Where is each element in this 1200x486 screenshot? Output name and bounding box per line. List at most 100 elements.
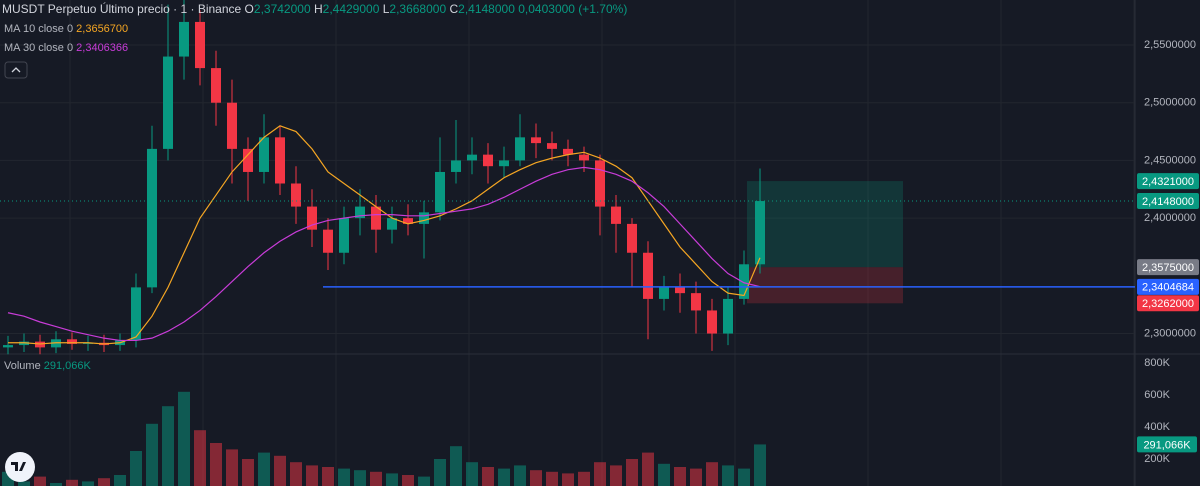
volume-bar: [754, 444, 766, 486]
candle-body: [371, 206, 381, 230]
logo[interactable]: [5, 452, 35, 482]
price-badge: [1137, 295, 1199, 312]
volume-bar: [290, 462, 302, 486]
candle-body: [323, 229, 333, 253]
logo-badge[interactable]: [5, 452, 35, 482]
price-badge-label: 2,3404684: [1142, 282, 1194, 294]
candle-body: [195, 21, 205, 69]
volume-bar: [658, 463, 670, 486]
volume-bar: [610, 465, 622, 486]
button-frame[interactable]: [4, 61, 28, 79]
price-badge: [1137, 259, 1199, 276]
candle-body: [3, 345, 13, 348]
candle-body: [563, 148, 573, 155]
candle-body: [611, 206, 621, 224]
ohlc-change: 0,0403000 (+1.70%): [518, 2, 627, 16]
volume-bar: [354, 470, 366, 486]
candle-body: [131, 287, 141, 341]
candle-body: [579, 154, 589, 161]
ohlc-value: 2,4148000: [458, 2, 515, 16]
candle-body: [291, 183, 301, 207]
price-badge: [1137, 173, 1199, 190]
volume-bar: [706, 462, 718, 486]
ma-line: [8, 125, 761, 345]
ohlc-key: C: [449, 2, 458, 16]
volume-bar: [738, 468, 750, 486]
candle-body: [259, 137, 269, 172]
volume-tick-label: 200K: [1144, 453, 1170, 465]
candle-body: [547, 143, 557, 149]
candle-body: [675, 287, 685, 294]
candle-body: [515, 137, 525, 161]
volume-bar: [34, 476, 46, 486]
volume-bar: [178, 391, 190, 486]
volume-bar: [626, 459, 638, 486]
position-loss-zone: [747, 267, 903, 304]
candle-body: [467, 154, 477, 161]
vertical-grid: [0, 0, 1135, 486]
legend-value: 291,066K: [44, 360, 92, 372]
volume-bar: [498, 468, 510, 486]
volume-bar: [66, 479, 78, 486]
volume-legend: Volume 291,066K: [4, 360, 92, 372]
volume-bar: [130, 451, 142, 486]
y-tick-label: 2,4500000: [1144, 154, 1196, 166]
ma-legend: MA 10 close 0 2,3656700: [4, 23, 128, 35]
y-tick-label: 2,5500000: [1144, 39, 1196, 51]
volume-bar: [450, 446, 462, 486]
volume-bar: [338, 468, 350, 486]
volume-bar: [146, 423, 158, 486]
candle-body: [419, 212, 429, 224]
candle-body: [163, 56, 173, 149]
legend-value: 2,3406366: [76, 42, 128, 54]
volume-tick-label: 400K: [1144, 421, 1170, 433]
candle-body: [355, 206, 365, 219]
ohlc-key: O: [245, 2, 254, 16]
ohlc-key: H: [314, 2, 323, 16]
volume-bar: [162, 406, 174, 486]
volume-badge-label: 291,066K: [1143, 439, 1191, 451]
volume-bar: [562, 473, 574, 486]
volume-bar: [690, 468, 702, 486]
candle-body: [307, 206, 317, 230]
volume-bar: [530, 470, 542, 486]
volume-bar: [82, 481, 94, 486]
chevron-icon: [11, 67, 21, 73]
legend-name: MA 30 close 0: [4, 42, 73, 54]
collapse-button[interactable]: [4, 61, 28, 79]
volume-bar: [274, 455, 286, 486]
candle-body: [387, 218, 397, 230]
volume-bar: [434, 459, 446, 486]
volume-bar: [482, 467, 494, 486]
volume-bar: [642, 452, 654, 486]
volume-badge: [1137, 436, 1197, 453]
candle-body: [227, 102, 237, 149]
candle-body: [275, 137, 285, 184]
candle-body: [691, 293, 701, 311]
candle-body: [147, 148, 157, 288]
volume-bar: [674, 467, 686, 486]
volume-bar: [418, 476, 430, 486]
candle-body: [483, 154, 493, 167]
position-profit-zone: [747, 181, 903, 268]
volume-bar: [578, 471, 590, 486]
candle-body: [243, 148, 253, 172]
ohlc-value: 2,4429000: [323, 2, 380, 16]
volume-bar: [306, 465, 318, 486]
volume-bar: [98, 478, 110, 486]
y-tick-label: 2,5000000: [1144, 97, 1196, 109]
candle-body: [179, 21, 189, 57]
price-badge: [1137, 278, 1199, 295]
volume-tick-label: 800K: [1144, 357, 1170, 369]
ohlc-key: L: [383, 2, 390, 16]
price-badge-label: 2,3262000: [1142, 298, 1194, 310]
legend-value: 2,3656700: [76, 23, 128, 35]
candle-body: [707, 310, 717, 334]
volume-bar: [594, 462, 606, 486]
ma-legend: MA 30 close 0 2,3406366: [4, 42, 128, 54]
price-badge-label: 2,3575000: [1142, 262, 1194, 274]
volume-bar: [226, 449, 238, 486]
